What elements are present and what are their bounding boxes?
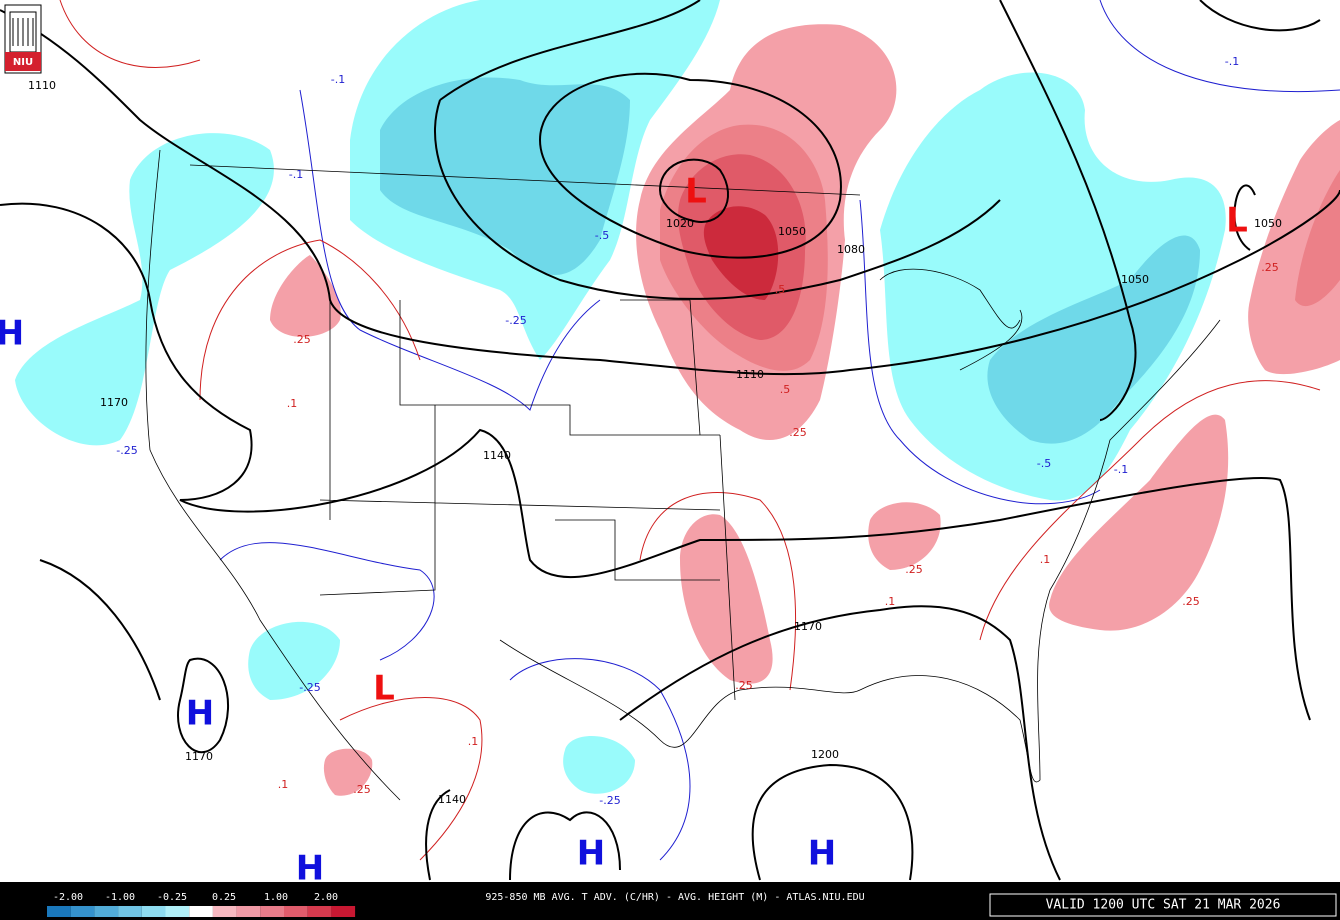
warm-advection-label: .1: [468, 735, 479, 748]
legend-label: 0.25: [212, 892, 236, 903]
legend-swatch: [70, 906, 95, 917]
height-label: 1020: [666, 217, 694, 230]
cold-advection-label: -.25: [505, 314, 526, 327]
high-center: H: [577, 834, 605, 874]
warm-advection-label: .25: [735, 679, 753, 692]
legend-swatch: [141, 906, 166, 917]
legend-label: -1.00: [105, 892, 135, 903]
warm-advection-label: .5: [775, 283, 786, 296]
low-center: L: [373, 669, 395, 709]
height-label: 1140: [438, 793, 466, 806]
height-label: 1050: [778, 225, 806, 238]
high-center: H: [0, 314, 24, 354]
footer-title: 925-850 MB AVG. T ADV. (C/HR) - AVG. HEI…: [485, 892, 864, 903]
low-center: L: [1226, 201, 1248, 241]
height-label: 1140: [483, 449, 511, 462]
legend-swatch: [284, 906, 308, 917]
height-label: 1110: [736, 368, 764, 381]
legend-label: -0.25: [157, 892, 187, 903]
thin-contours: [59, 0, 1340, 861]
legend-swatch: [331, 906, 356, 917]
warm-advection-label: .25: [353, 783, 371, 796]
logo-text: NIU: [13, 57, 33, 68]
height-label: 1170: [185, 750, 213, 763]
low-center: L: [685, 172, 707, 212]
legend-swatch: [47, 906, 71, 917]
geography: [145, 149, 1221, 801]
valid-time: VALID 1200 UTC SAT 21 MAR 2026: [1046, 898, 1281, 913]
cold-advection-label: -.1: [331, 73, 345, 86]
legend-label: -2.00: [53, 892, 83, 903]
height-label: 1050: [1121, 273, 1149, 286]
cold-advection-label: -.25: [599, 794, 620, 807]
valid-box: [989, 893, 1337, 917]
height-contours: [0, 0, 1340, 881]
legend: -2.00 -1.00 -0.25 0.25 1.00 2.00: [47, 892, 356, 917]
legend-swatch: [165, 906, 190, 917]
high-center: H: [296, 849, 324, 889]
logo: NIU: [4, 4, 42, 74]
height-label: 1050: [1254, 217, 1282, 230]
warm-advection-label: .1: [278, 778, 289, 791]
labels: L L L H H H H H 1110 1020 1050 1080 1050 1110 1170 1140…: [0, 55, 1282, 889]
legend-swatch: [212, 906, 237, 917]
legend-swatch: [118, 906, 142, 917]
warm-advection-label: .25: [905, 563, 923, 576]
cold-advection-label: -.1: [289, 168, 303, 181]
warm-advection-label: .25: [789, 426, 807, 439]
legend-swatch: [94, 906, 119, 917]
legend-swatch: [307, 906, 332, 917]
cold-advection-label: -.1: [1114, 463, 1128, 476]
cold-advection-label: -.25: [116, 444, 137, 457]
height-label: 1170: [100, 396, 128, 409]
cold-advection-label: -.5: [1037, 457, 1051, 470]
cold-advection-label: -.5: [595, 229, 609, 242]
cold-advection-label: -.25: [299, 681, 320, 694]
height-label: 1080: [837, 243, 865, 256]
warm-advection-label: .25: [1261, 261, 1279, 274]
legend-swatch: [236, 906, 261, 917]
height-label: 1200: [811, 748, 839, 761]
cold-advection-fill: [15, 0, 1226, 794]
warm-advection-label: .1: [885, 595, 896, 608]
height-label: 1110: [28, 79, 56, 92]
height-label: 1170: [794, 620, 822, 633]
high-center: H: [808, 834, 836, 874]
legend-label: 2.00: [314, 892, 338, 903]
warm-advection-label: .25: [293, 333, 311, 346]
warm-advection-label: .1: [1040, 553, 1051, 566]
legend-swatch: [189, 906, 213, 917]
cold-advection-label: -.1: [1225, 55, 1239, 68]
warm-advection-label: .5: [780, 383, 791, 396]
warm-advection-label: .25: [1182, 595, 1200, 608]
legend-label: 1.00: [264, 892, 288, 903]
warm-advection-label: .1: [287, 397, 298, 410]
high-center: H: [186, 694, 214, 734]
legend-swatch: [260, 906, 284, 917]
